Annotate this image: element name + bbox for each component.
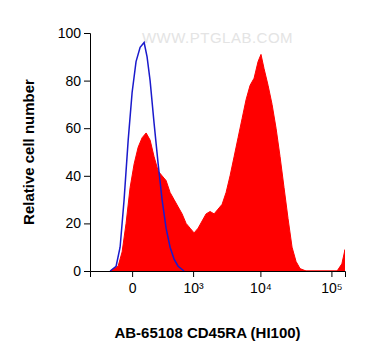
histogram-area — [110, 54, 345, 271]
x-tick-label: 10⁵ — [321, 280, 342, 296]
x-tick: 10⁵ — [321, 271, 342, 296]
y-tick-mark — [84, 176, 90, 177]
y-tick-mark — [84, 81, 90, 82]
y-tick: 80 — [65, 73, 90, 89]
x-tick-label: 10³ — [183, 280, 204, 296]
x-tick-mark — [260, 271, 261, 277]
x-tick-mark — [331, 271, 332, 277]
watermark: WWW.PTGLAB.COM — [142, 29, 293, 46]
y-tick: 0 — [73, 263, 90, 279]
y-tick-mark — [84, 223, 90, 224]
x-tick-label: 0 — [129, 280, 137, 296]
x-tick-mark — [132, 271, 133, 277]
y-tick-label: 60 — [65, 120, 81, 136]
x-tick: 10⁴ — [250, 271, 272, 296]
plot-area — [110, 43, 345, 271]
x-axis-line — [91, 272, 346, 278]
y-axis-line — [84, 34, 91, 272]
x-tick-mark — [193, 271, 194, 277]
y-axis: 0 20 40 60 80 100 — [58, 25, 91, 279]
y-tick-mark — [84, 128, 90, 129]
y-tick: 60 — [65, 120, 90, 136]
y-tick-label: 80 — [65, 73, 81, 89]
y-tick: 20 — [65, 215, 90, 231]
y-tick-label: 0 — [73, 263, 81, 279]
y-tick-mark — [84, 33, 90, 34]
x-axis: 0 10³ 10⁴ 10⁵ — [91, 271, 346, 296]
y-tick: 40 — [65, 168, 90, 184]
y-tick: 100 — [58, 25, 90, 41]
x-tick: 0 — [129, 271, 137, 296]
y-axis-title: Relative cell number — [20, 79, 37, 225]
y-tick-label: 40 — [65, 168, 81, 184]
x-tick: 10³ — [183, 271, 204, 296]
histogram-line — [110, 43, 184, 271]
y-tick-label: 20 — [65, 215, 81, 231]
y-tick-mark — [84, 271, 90, 272]
x-tick-label: 10⁴ — [250, 280, 272, 296]
x-axis-title: AB-65108 CD45RA (HI100) — [114, 324, 300, 341]
chart: WWW.PTGLAB.COM 0 10³ 10⁴ 10⁵ 0 20 40 60 80 100 AB-6… — [0, 0, 365, 360]
y-tick-label: 100 — [58, 25, 82, 41]
